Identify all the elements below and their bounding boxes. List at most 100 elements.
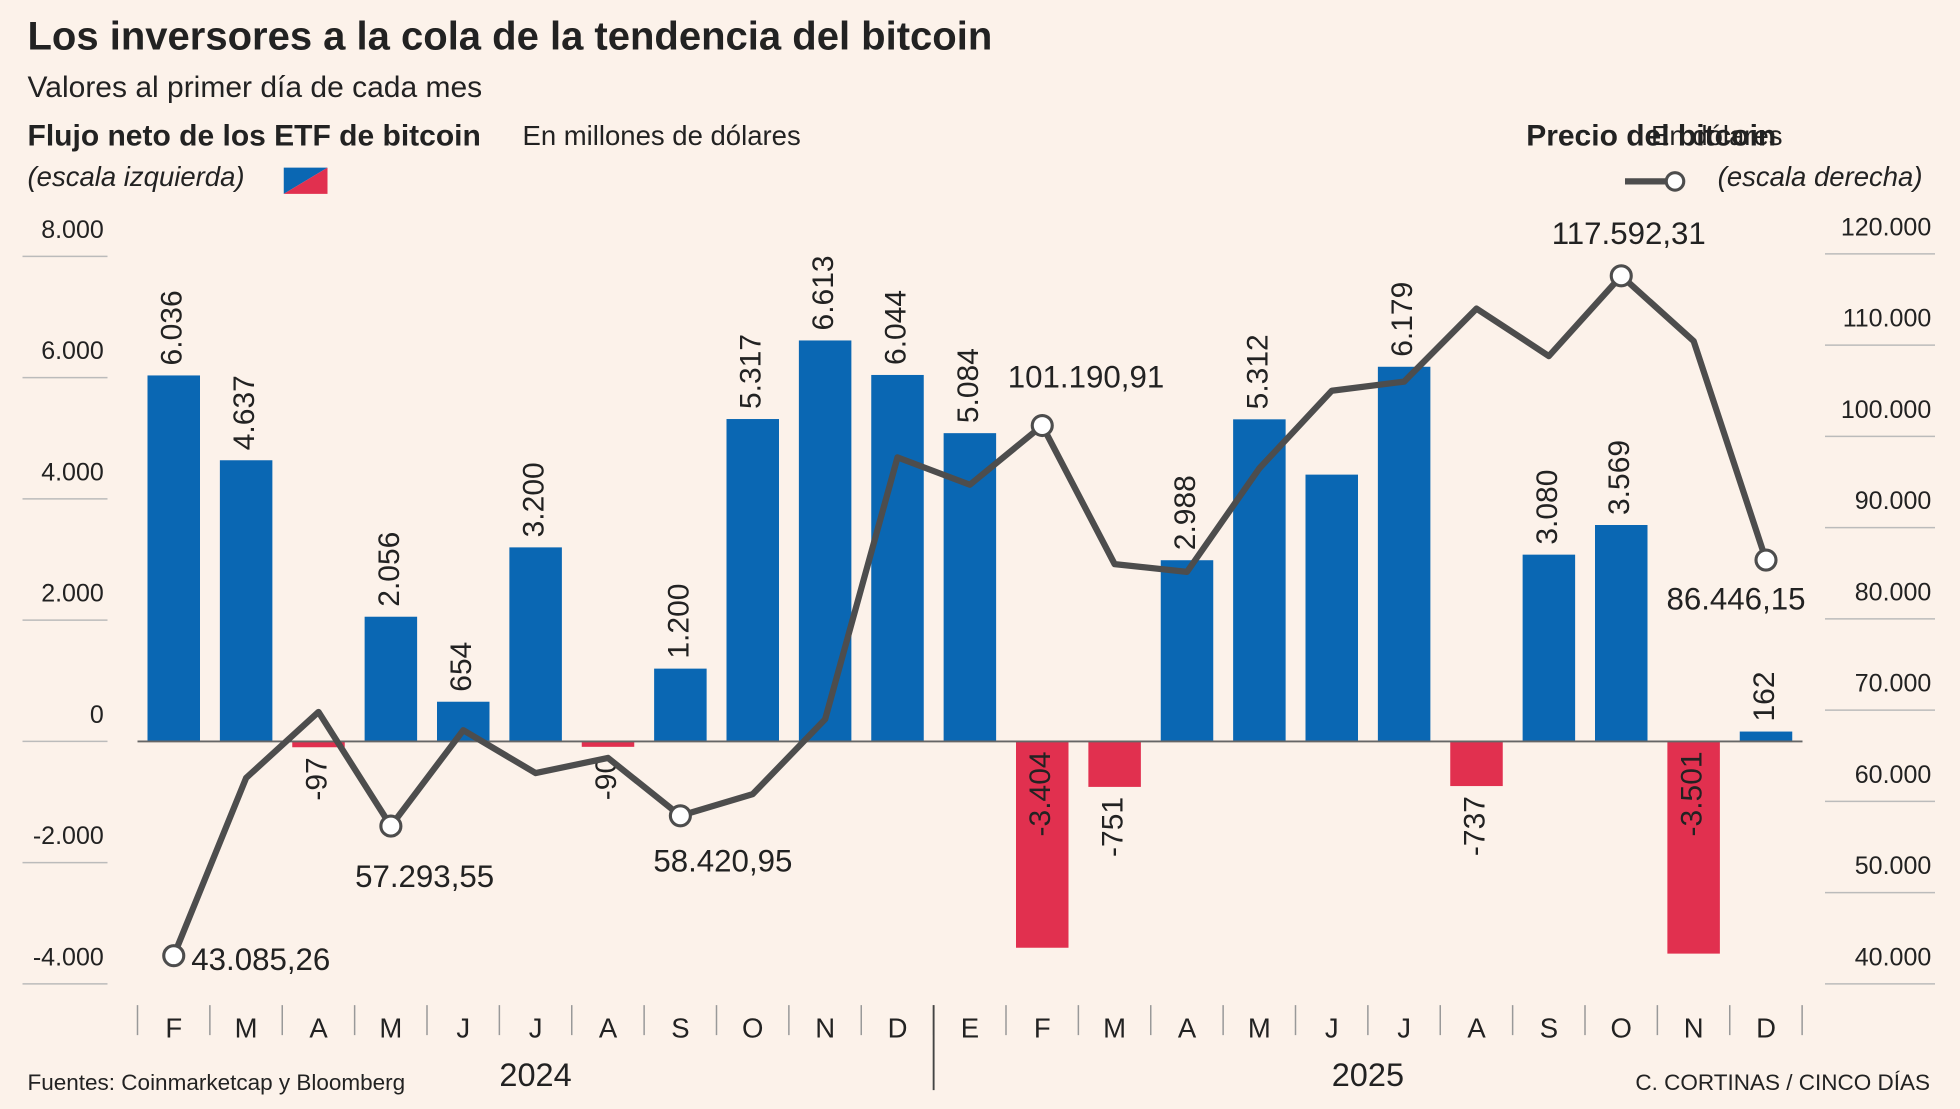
bar-value-label: 4.637: [228, 375, 261, 450]
bar: [219, 460, 273, 742]
bar: [1450, 741, 1503, 787]
legend-line-unit: En dólares: [1651, 120, 1782, 151]
bar-value-label: 3.569: [1603, 440, 1636, 515]
x-tick-label: A: [1178, 1012, 1197, 1043]
legend-line-name: Precio del bitcoin: [1526, 120, 1776, 153]
bar-value-label: 654: [445, 642, 478, 692]
bar-value-label: 5.312: [1241, 334, 1274, 409]
legend-bar-unit: En millones de dólares: [523, 120, 801, 151]
price-label: 101.190,91: [1008, 360, 1164, 395]
bar: [292, 741, 345, 748]
bar-value-label: 162: [1748, 671, 1781, 721]
price-label: 86.446,15: [1666, 582, 1805, 617]
bar: [1088, 741, 1141, 787]
price-marker: [1030, 413, 1054, 438]
y-tick-label: 4.000: [41, 458, 104, 486]
x-tick-label: J: [456, 1012, 470, 1043]
bar-value-label: 3.080: [1531, 470, 1564, 545]
bar-value-label: 5.084: [952, 348, 985, 423]
bar-value-label: -3.501: [1676, 751, 1709, 836]
x-tick-label: M: [235, 1012, 258, 1043]
price-marker: [1754, 548, 1778, 572]
y2-tick-label: 110.000: [1843, 305, 1932, 333]
y-tick-label: -2.000: [33, 822, 104, 850]
bar-value-label: 1.200: [662, 584, 695, 659]
price-label: 117.592,31: [1552, 216, 1706, 251]
year-label: 2024: [499, 1057, 571, 1093]
chart-subtitle: Valores al primer día de cada mes: [28, 71, 483, 104]
x-tick-label: M: [1248, 1012, 1271, 1043]
x-tick-label: O: [742, 1012, 763, 1043]
y-tick-label: 8.000: [41, 216, 104, 244]
legend-line-note: (escala derecha): [1718, 161, 1923, 192]
year-label: 2025: [1332, 1057, 1404, 1093]
bar-value-label: 2.988: [1169, 475, 1202, 550]
y2-tick-label: 120.000: [1841, 213, 1931, 241]
legend-swatch-red: [283, 167, 328, 194]
bar: [654, 668, 707, 742]
y2-tick-label: 70.000: [1855, 670, 1931, 698]
x-tick-label: M: [379, 1012, 402, 1043]
bar-value-label: 6.613: [807, 255, 840, 330]
x-tick-label: A: [599, 1012, 618, 1043]
bar: [1667, 741, 1720, 954]
y2-tick-label: 50.000: [1855, 852, 1931, 880]
bar: [437, 701, 490, 742]
x-tick-label: F: [165, 1012, 182, 1043]
x-tick-label: S: [1540, 1012, 1558, 1043]
bar: [1595, 525, 1648, 742]
y-tick-label: -4.000: [33, 943, 104, 971]
bar: [1160, 560, 1214, 742]
x-tick-label: F: [1034, 1012, 1051, 1043]
x-tick-label: E: [961, 1012, 979, 1043]
bar: [1522, 554, 1576, 742]
bar-value-label: 6.036: [156, 290, 189, 365]
legend-bar-note: (escala izquierda): [28, 161, 245, 192]
y-tick-label: 0: [90, 701, 104, 729]
credit: C. CORTINAS / CINCO DÍAS: [1635, 1070, 1930, 1095]
bar-value-label: -751: [1097, 797, 1130, 857]
y2-tick-label: 90.000: [1855, 487, 1931, 515]
bar: [1377, 366, 1431, 742]
bar-value-label: 6.179: [1386, 282, 1419, 357]
y-tick-label: 2.000: [41, 580, 104, 608]
x-tick-label: M: [1103, 1012, 1126, 1043]
bar-value-label: -97: [300, 757, 333, 800]
bar-value-label: 6.044: [879, 290, 912, 365]
price-label: 58.420,95: [653, 844, 792, 879]
bar: [1305, 474, 1358, 742]
legend-bar-name: Flujo neto de los ETF de bitcoin: [28, 120, 481, 153]
price-marker: [379, 814, 403, 838]
x-tick-label: J: [529, 1012, 543, 1043]
bar-value-label: -737: [1458, 796, 1491, 856]
source: Fuentes: Coinmarketcap y Bloomberg: [28, 1070, 406, 1095]
bar: [798, 340, 852, 742]
y2-tick-label: 80.000: [1855, 578, 1931, 606]
bar: [726, 419, 779, 742]
price-marker: [1609, 264, 1633, 288]
x-tick-label: O: [1611, 1012, 1632, 1043]
x-tick-label: A: [309, 1012, 328, 1043]
bar: [871, 374, 924, 742]
x-tick-label: A: [1467, 1012, 1486, 1043]
bar-value-label: -3.404: [1024, 751, 1057, 836]
price-marker: [162, 944, 186, 968]
bar: [1016, 741, 1069, 948]
price-label: 57.293,55: [355, 859, 494, 894]
x-tick-label: N: [1684, 1012, 1704, 1043]
bar: [1739, 731, 1793, 742]
x-tick-label: D: [1756, 1012, 1776, 1043]
y2-tick-label: 60.000: [1855, 761, 1931, 789]
y2-tick-label: 40.000: [1855, 943, 1931, 971]
price-marker: [668, 804, 692, 828]
x-tick-label: N: [815, 1012, 835, 1043]
bar: [509, 547, 562, 742]
x-tick-label: D: [888, 1012, 908, 1043]
x-tick-label: J: [1397, 1012, 1411, 1043]
bar: [147, 375, 200, 742]
x-tick-label: S: [671, 1012, 689, 1043]
bar-value-label: 5.317: [735, 334, 768, 409]
y2-tick-label: 100.000: [1841, 396, 1931, 424]
price-line: [170, 272, 1769, 957]
